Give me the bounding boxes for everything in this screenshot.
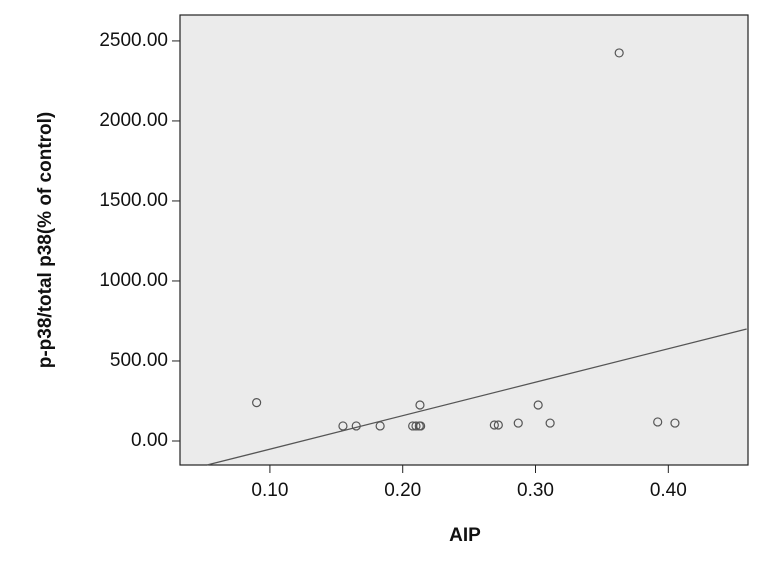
x-tick-label: 0.30 (517, 480, 554, 501)
y-tick-label: 0.00 (131, 430, 168, 451)
y-axis-title: p-p38/total p38(% of control) (35, 112, 56, 369)
y-tick-label: 500.00 (110, 350, 168, 371)
x-axis-title: AIP (449, 525, 481, 546)
plot-area (179, 14, 749, 466)
point (375, 421, 385, 431)
point (513, 418, 523, 428)
fit-line (206, 328, 747, 466)
point (351, 421, 361, 431)
y-tick-label: 2000.00 (99, 110, 168, 131)
x-tick-label: 0.40 (650, 480, 687, 501)
point (533, 400, 543, 410)
point (416, 421, 426, 431)
x-tick-label: 0.10 (251, 480, 288, 501)
y-tick-label: 2500.00 (99, 30, 168, 51)
point (489, 420, 499, 430)
point (411, 421, 421, 431)
point (614, 48, 624, 58)
y-tick-label: 1000.00 (99, 270, 168, 291)
point (338, 421, 348, 431)
point (670, 418, 680, 428)
x-tick-label: 0.20 (384, 480, 421, 501)
y-tick-label: 1500.00 (99, 190, 168, 211)
point (493, 420, 503, 430)
point (545, 418, 555, 428)
point (252, 397, 262, 408)
point (415, 400, 425, 410)
point (653, 417, 663, 427)
